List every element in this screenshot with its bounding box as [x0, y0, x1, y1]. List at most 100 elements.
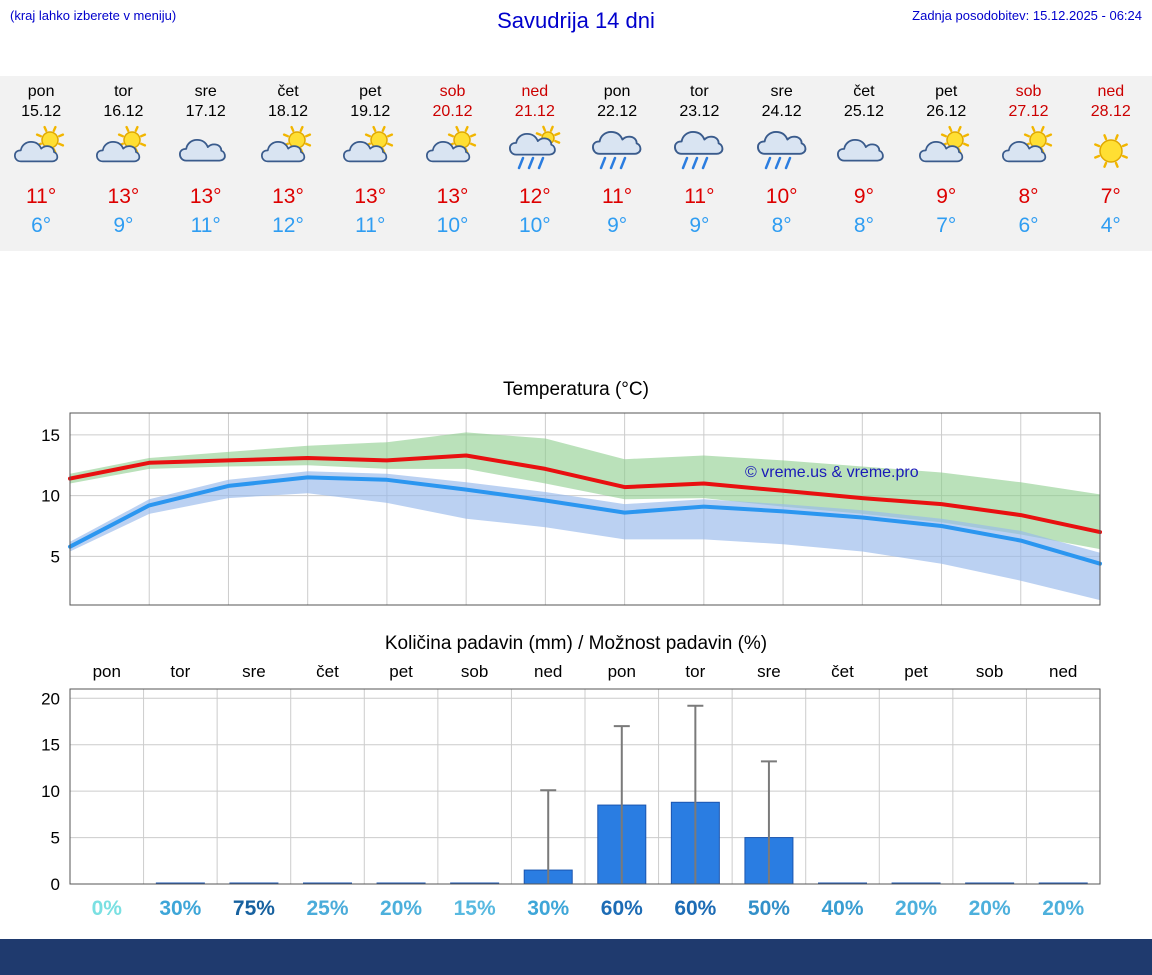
- forecast-day-23.12: tor 23.12 11° 9°: [658, 76, 740, 251]
- precip-day-label: sre: [242, 662, 266, 681]
- day-name: pet: [935, 83, 958, 100]
- precip-probability: 20%: [895, 897, 937, 920]
- min-temp: 7°: [936, 214, 957, 237]
- day-date: 19.12: [350, 103, 391, 120]
- sun-rain-icon: [494, 125, 576, 177]
- min-temp-line: [68, 475, 1102, 566]
- max-temp: 9°: [936, 185, 957, 208]
- precip-day-label: pet: [389, 662, 413, 681]
- sun-cloud-icon: [987, 125, 1069, 177]
- sun-cloud-icon: [0, 125, 82, 177]
- day-date: 23.12: [679, 103, 720, 120]
- forecast-day-26.12: pet 26.12 9° 7°: [905, 76, 987, 251]
- watermark-link[interactable]: © vreme.us & vreme.pro: [745, 464, 919, 481]
- sun-cloud-icon: [247, 125, 329, 177]
- header: (kraj lahko izberete v meniju) Savudrija…: [0, 0, 1152, 62]
- temp-ytick-label: 10: [41, 487, 60, 506]
- precip-day-label: sre: [757, 662, 781, 681]
- day-name: sob: [439, 83, 466, 100]
- precip-day-label: pet: [904, 662, 928, 681]
- day-date: 28.12: [1090, 103, 1131, 120]
- day-name: ned: [521, 83, 549, 100]
- forecast-strip: pon 15.12 11° 6° tor 16.12 13° 9° sre 17.12 13° 11°…: [0, 76, 1152, 251]
- day-date: 25.12: [843, 103, 884, 120]
- precip-probability: 25%: [306, 897, 348, 920]
- day-name: čet: [277, 83, 299, 100]
- page-title: Savudrija 14 dni: [497, 8, 655, 33]
- max-temp: 10°: [765, 185, 798, 208]
- day-name: pon: [603, 83, 631, 100]
- temp-ytick-label: 15: [41, 426, 60, 445]
- precip-probability: 20%: [380, 897, 422, 920]
- precip-day-label: tor: [170, 662, 190, 681]
- max-temp: 8°: [1018, 185, 1039, 208]
- forecast-day-18.12: čet 18.12 13° 12°: [247, 76, 329, 251]
- sun-icon: [1070, 125, 1152, 177]
- max-temp: 13°: [436, 185, 469, 208]
- day-date: 17.12: [185, 103, 226, 120]
- day-name: tor: [690, 83, 709, 100]
- day-date: 15.12: [21, 103, 62, 120]
- day-date: 18.12: [267, 103, 308, 120]
- precip-day-label: ned: [534, 662, 562, 681]
- precipitation-chart-title: Količina padavin (mm) / Možnost padavin …: [384, 633, 768, 654]
- precip-probability: 60%: [674, 897, 716, 920]
- precip-probability: 30%: [527, 897, 569, 920]
- day-date: 21.12: [514, 103, 555, 120]
- temperature-chart-title: Temperatura (°C): [503, 379, 649, 400]
- forecast-day-25.12: čet 25.12 9° 8°: [823, 76, 905, 251]
- max-temp: 11°: [684, 185, 715, 208]
- day-name: pet: [359, 83, 382, 100]
- precip-probability: 15%: [454, 897, 496, 920]
- forecast-day-17.12: sre 17.12 13° 11°: [165, 76, 247, 251]
- precip-probability: 20%: [1042, 897, 1084, 920]
- temp-ytick-label: 5: [51, 547, 60, 566]
- day-date: 24.12: [761, 103, 802, 120]
- day-name: čet: [853, 83, 875, 100]
- precip-day-label: pon: [608, 662, 636, 681]
- forecast-day-15.12: pon 15.12 11° 6°: [0, 76, 82, 251]
- max-temp: 11°: [26, 185, 57, 208]
- rain-icon: [576, 125, 658, 177]
- min-temp: 6°: [31, 214, 52, 237]
- sun-cloud-icon: [905, 125, 987, 177]
- min-range-band: [70, 471, 1100, 601]
- min-temp: 4°: [1100, 214, 1121, 237]
- precip-day-label: ned: [1049, 662, 1077, 681]
- min-temp: 8°: [853, 214, 874, 237]
- max-temp: 13°: [107, 185, 140, 208]
- day-date: 27.12: [1008, 103, 1049, 120]
- min-temp: 10°: [518, 214, 551, 237]
- day-date: 26.12: [926, 103, 967, 120]
- precip-probability: 50%: [748, 897, 790, 920]
- max-temp: 12°: [518, 185, 551, 208]
- precip-probability: 75%: [233, 897, 275, 920]
- rain-icon: [741, 125, 823, 177]
- max-temp: 13°: [189, 185, 222, 208]
- precip-day-label: čet: [316, 662, 339, 681]
- cloud-icon: [823, 125, 905, 177]
- temperature-chart: 5 10 15 © vreme.us & vreme.pro: [41, 412, 1102, 606]
- precip-day-label: tor: [685, 662, 705, 681]
- max-temp: 13°: [354, 185, 387, 208]
- min-temp: 6°: [1018, 214, 1039, 237]
- day-name: sre: [194, 83, 217, 100]
- day-name: tor: [114, 83, 133, 100]
- forecast-day-16.12: tor 16.12 13° 9°: [82, 76, 164, 251]
- max-temp: 11°: [602, 185, 633, 208]
- max-temp: 7°: [1100, 185, 1121, 208]
- min-temp: 10°: [436, 214, 469, 237]
- forecast-day-24.12: sre 24.12 10° 8°: [741, 76, 823, 251]
- day-name: sob: [1015, 83, 1042, 100]
- precip-day-label: sob: [976, 662, 1003, 681]
- forecast-day-22.12: pon 22.12 11° 9°: [576, 76, 658, 251]
- max-range-band: [70, 432, 1100, 550]
- precip-ytick-label: 5: [51, 829, 60, 848]
- day-name: pon: [27, 83, 55, 100]
- rain-icon: [658, 125, 740, 177]
- forecast-day-19.12: pet 19.12 13° 11°: [329, 76, 411, 251]
- max-temp-line: [68, 453, 1102, 535]
- cloud-icon: [165, 125, 247, 177]
- precip-probability: 60%: [601, 897, 643, 920]
- forecast-day-28.12: ned 28.12 7° 4°: [1070, 76, 1152, 251]
